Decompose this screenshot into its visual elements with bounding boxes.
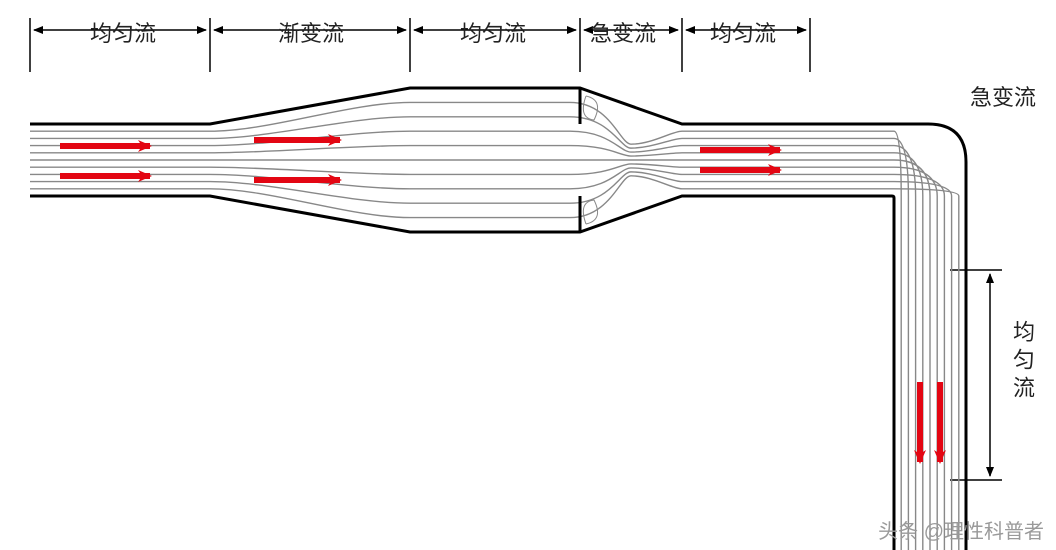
pipe-outline bbox=[30, 88, 966, 550]
streamlines bbox=[30, 96, 959, 550]
diagram-svg bbox=[0, 0, 1056, 550]
diagram-root: 均匀流 渐变流 均匀流 急变流 均匀流 急变流 均匀流 头条 @理性科普者 bbox=[0, 0, 1056, 550]
label-rapid-2: 急变流 bbox=[970, 80, 1036, 112]
label-uniform-1: 均匀流 bbox=[90, 16, 156, 48]
label-uniform-4: 均匀流 bbox=[1006, 320, 1038, 404]
label-uniform-3: 均匀流 bbox=[710, 16, 776, 48]
label-uniform-2: 均匀流 bbox=[460, 16, 526, 48]
label-gradual: 渐变流 bbox=[278, 16, 344, 48]
label-rapid-1: 急变流 bbox=[590, 16, 656, 48]
